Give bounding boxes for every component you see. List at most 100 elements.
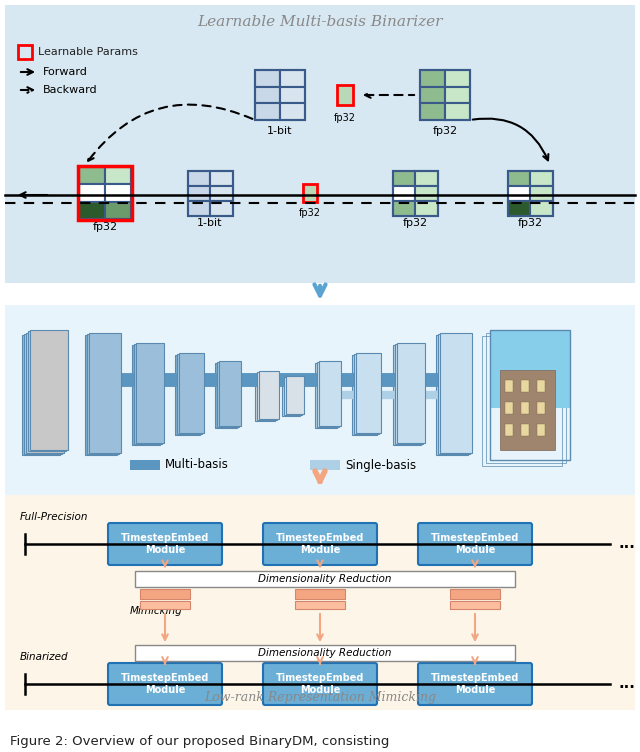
Text: Figure 2: Overview of our proposed BinaryDM, consisting: Figure 2: Overview of our proposed Binar… (10, 735, 389, 748)
Bar (188, 186, 210, 201)
Bar (450, 601, 500, 609)
Text: fp32: fp32 (334, 113, 356, 123)
Bar (255, 70, 305, 120)
Bar (140, 589, 190, 599)
Text: Forward: Forward (43, 67, 88, 77)
Bar (505, 424, 513, 436)
Bar (284, 377, 302, 415)
Bar (303, 184, 317, 202)
Bar (87, 334, 119, 453)
Bar (393, 345, 421, 445)
Bar (420, 86, 445, 103)
Bar (392, 171, 438, 216)
Bar (259, 371, 279, 419)
Bar (521, 424, 529, 436)
Bar (105, 184, 131, 202)
Text: fp32: fp32 (92, 222, 118, 232)
Bar (319, 361, 341, 426)
Text: Backward: Backward (43, 85, 98, 95)
Bar (392, 201, 415, 216)
Bar (392, 171, 415, 186)
Bar (219, 361, 241, 426)
Bar (79, 202, 105, 219)
Bar (537, 424, 545, 436)
FancyBboxPatch shape (108, 663, 222, 705)
Bar (508, 171, 530, 186)
Bar (79, 184, 105, 202)
Bar (210, 186, 232, 201)
Bar (280, 70, 305, 86)
Bar (286, 375, 304, 414)
Bar (415, 171, 438, 186)
Bar (188, 171, 232, 216)
Bar (255, 103, 280, 120)
Text: Learnable Params: Learnable Params (38, 47, 138, 57)
Bar (317, 362, 339, 427)
Text: TimestepEmbed
Module: TimestepEmbed Module (276, 533, 364, 555)
Bar (490, 330, 570, 460)
Bar (445, 70, 470, 86)
Bar (210, 171, 232, 186)
Text: Low-rank Representation Mimicking: Low-rank Representation Mimicking (204, 692, 436, 705)
Bar (282, 378, 300, 416)
Bar (177, 353, 202, 434)
Text: Dimensionality Reduction: Dimensionality Reduction (259, 574, 392, 584)
Bar (26, 332, 64, 453)
Bar (134, 344, 162, 444)
Bar (132, 345, 160, 445)
Text: fp32: fp32 (433, 126, 458, 136)
Bar (79, 167, 131, 219)
Text: ...: ... (618, 677, 635, 692)
Bar (22, 335, 60, 455)
Bar (136, 343, 164, 443)
Bar (135, 571, 515, 587)
Bar (450, 589, 500, 599)
Bar (280, 86, 305, 103)
Text: fp32: fp32 (299, 208, 321, 218)
Bar (505, 380, 513, 392)
Bar (78, 166, 132, 220)
Bar (420, 70, 445, 86)
Bar (537, 402, 545, 414)
Bar (5, 305, 635, 505)
Bar (315, 363, 337, 428)
Bar (397, 343, 425, 443)
Bar (392, 186, 415, 201)
Bar (255, 86, 280, 103)
Bar (280, 103, 305, 120)
Bar (505, 402, 513, 414)
Text: Single-basis: Single-basis (345, 459, 416, 472)
Text: TimestepEmbed
Module: TimestepEmbed Module (276, 673, 364, 695)
Bar (310, 460, 340, 470)
Bar (79, 167, 105, 184)
Bar (354, 353, 379, 434)
FancyBboxPatch shape (263, 663, 377, 705)
Bar (24, 334, 62, 453)
Text: fp32: fp32 (403, 218, 428, 228)
Text: fp32: fp32 (517, 218, 543, 228)
Bar (530, 186, 552, 201)
Bar (28, 332, 66, 451)
Bar (210, 201, 232, 216)
Bar (490, 330, 570, 408)
Bar (508, 201, 530, 216)
Bar (130, 460, 160, 470)
Bar (30, 330, 68, 450)
Bar (500, 370, 555, 450)
Bar (436, 335, 468, 455)
Text: TimestepEmbed
Module: TimestepEmbed Module (121, 533, 209, 555)
Bar (438, 334, 470, 453)
Bar (530, 171, 552, 186)
Bar (521, 402, 529, 414)
Bar (486, 333, 566, 463)
Bar (175, 355, 200, 435)
Bar (395, 344, 423, 444)
Bar (105, 167, 131, 184)
Bar (215, 363, 237, 428)
Text: TimestepEmbed
Module: TimestepEmbed Module (431, 533, 519, 555)
Bar (140, 601, 190, 609)
Bar (356, 353, 381, 432)
Bar (508, 171, 552, 216)
Bar (508, 186, 530, 201)
Bar (482, 336, 562, 466)
